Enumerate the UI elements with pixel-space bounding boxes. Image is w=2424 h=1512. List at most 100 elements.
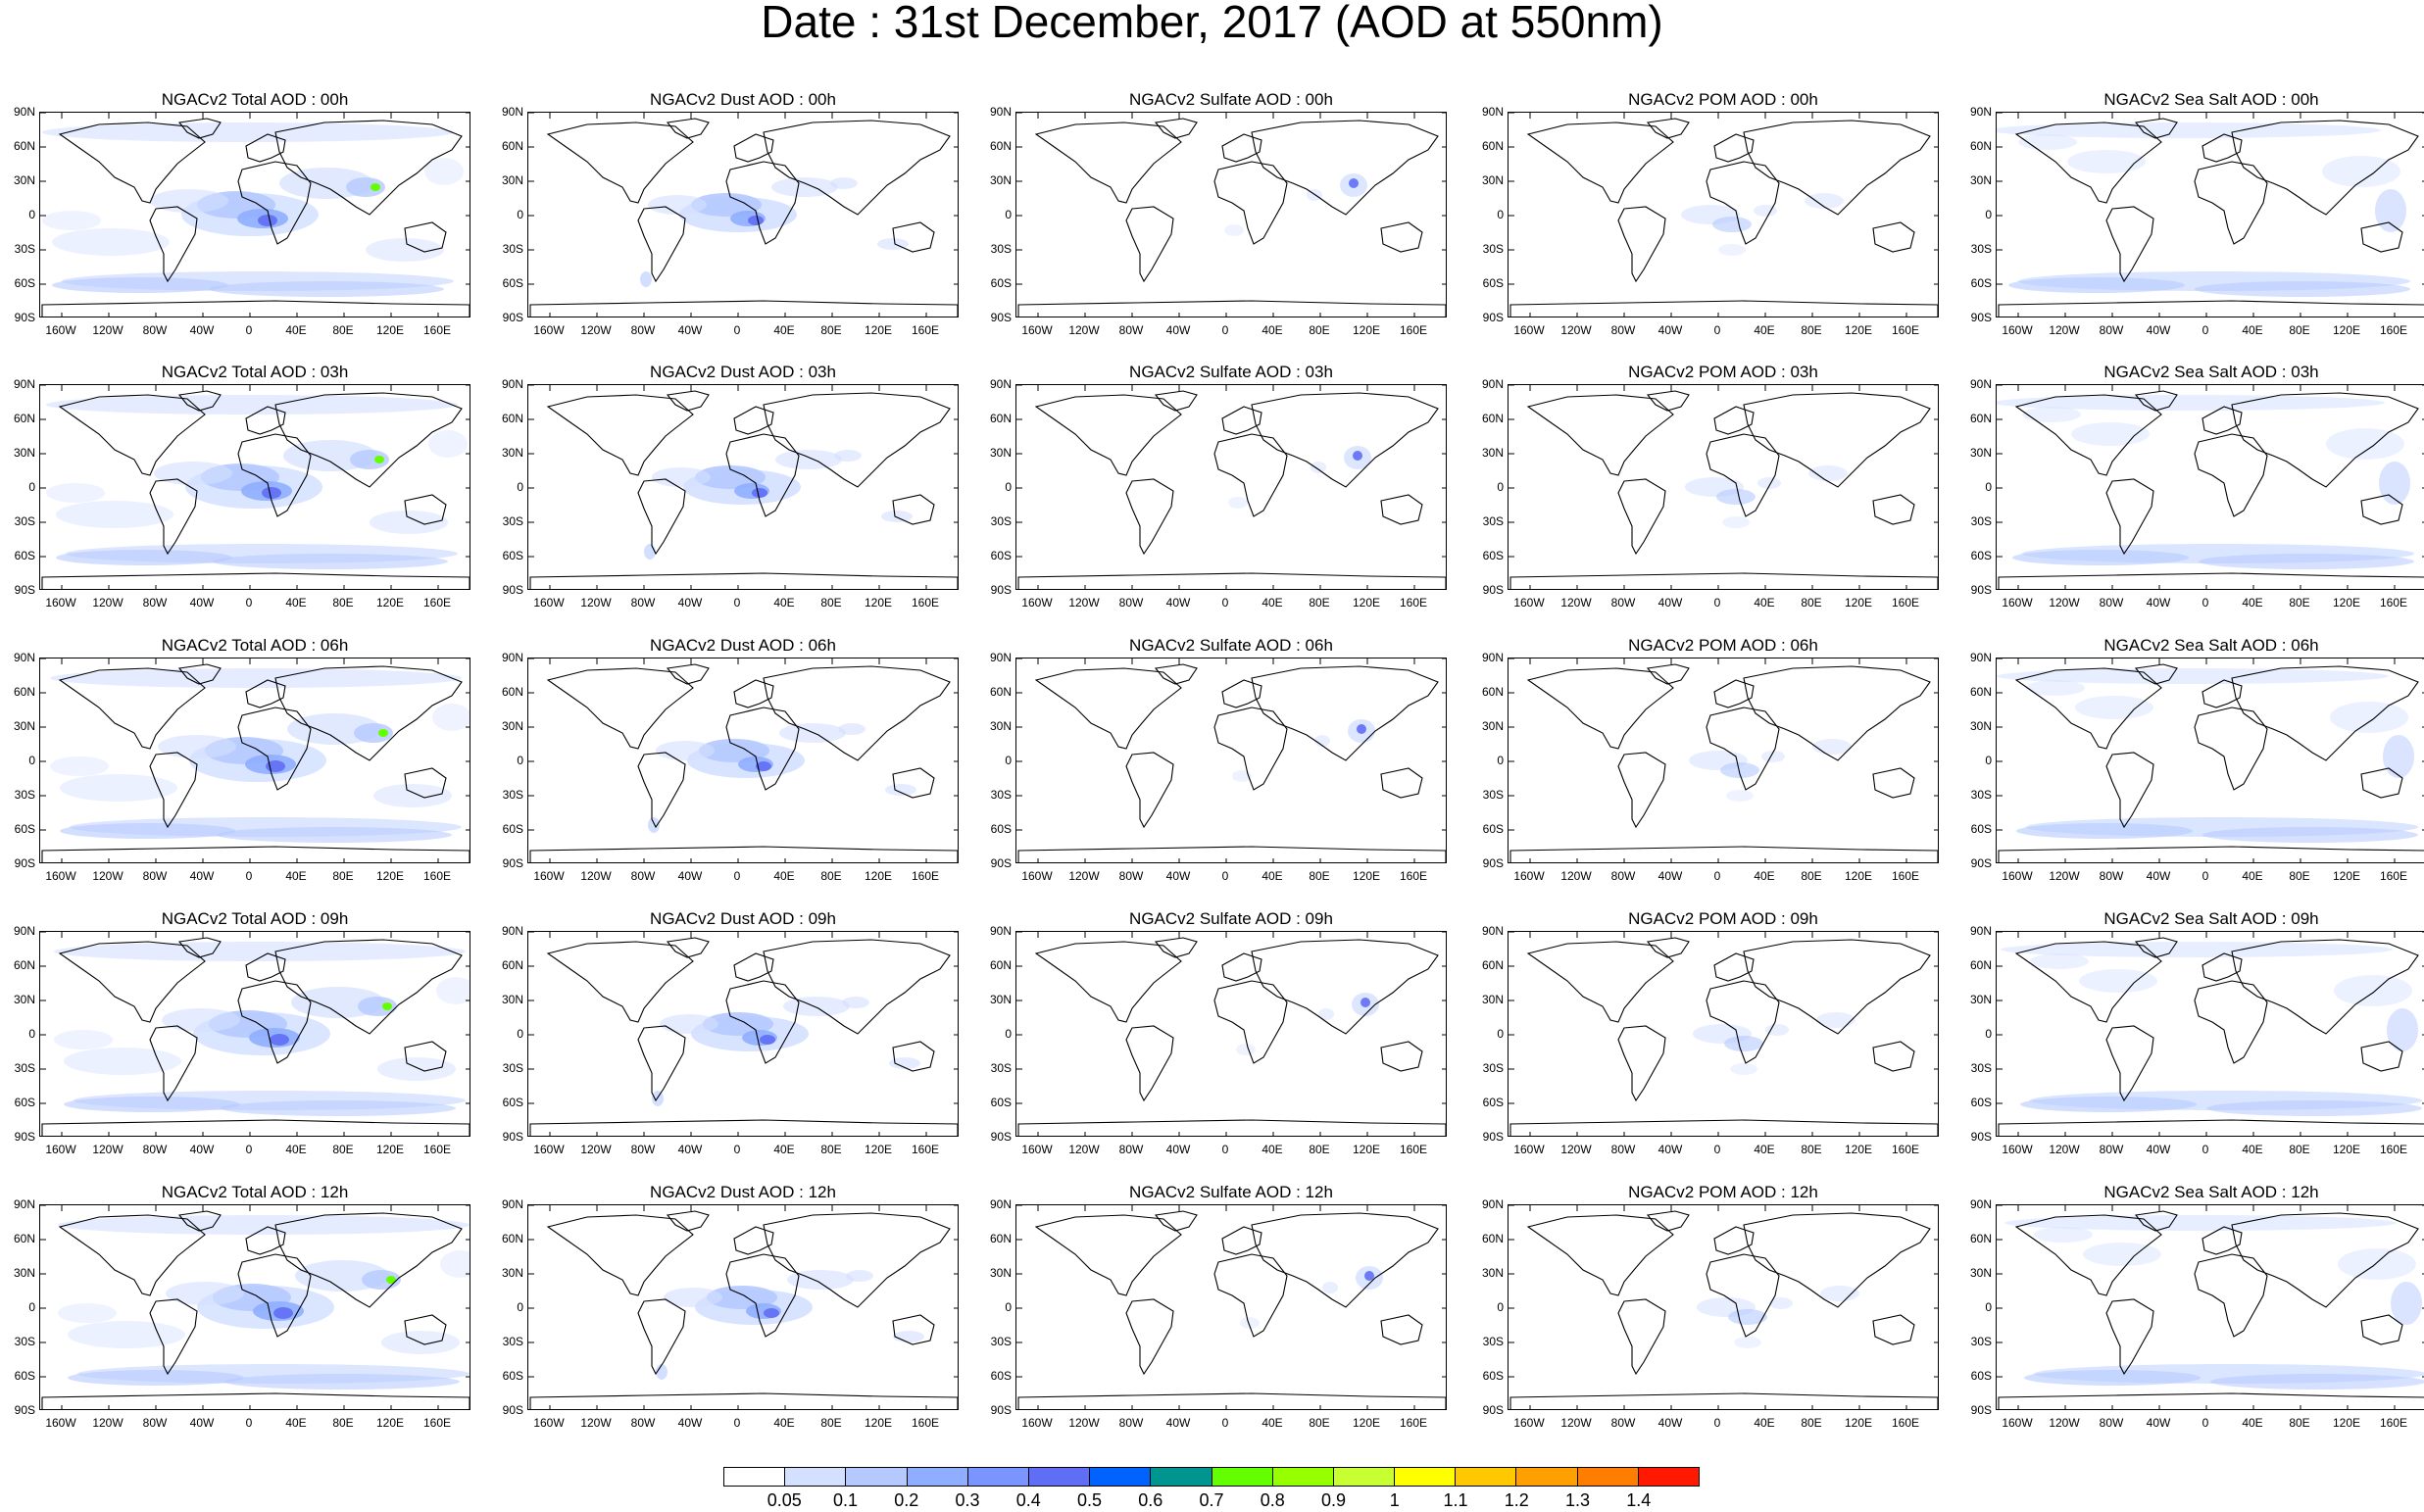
panel-title: NGACv2 Total AOD : 12h bbox=[161, 1183, 349, 1201]
longitude-label: 80W bbox=[1610, 1143, 1636, 1156]
longitude-label: 40W bbox=[189, 1416, 215, 1430]
figure-title: Date : 31st December, 2017 (AOD at 550nm… bbox=[761, 0, 1663, 47]
aod-shading bbox=[2001, 942, 2422, 1116]
latitude-label: 0 bbox=[1497, 208, 1504, 221]
colorbar-tick-label: 0.2 bbox=[894, 1490, 919, 1510]
aod-shade-region bbox=[664, 1288, 722, 1307]
longitude-label: 160E bbox=[911, 1416, 940, 1430]
latitude-label: 90S bbox=[502, 1130, 523, 1144]
longitude-label: 40E bbox=[2242, 1143, 2263, 1156]
aod-shade-region bbox=[270, 1034, 289, 1046]
coastlines bbox=[529, 390, 958, 589]
latitude-label: 30N bbox=[1969, 446, 1992, 460]
coastline bbox=[274, 665, 463, 761]
latitude-label: 60S bbox=[990, 822, 1012, 836]
coastline bbox=[1509, 300, 1938, 317]
latitude-label: 30N bbox=[989, 446, 1012, 460]
coastline bbox=[1251, 665, 1439, 761]
latitude-label: 30S bbox=[1482, 788, 1504, 802]
aod-shading bbox=[58, 1215, 470, 1390]
coastline bbox=[546, 394, 694, 476]
longitude-label: 80E bbox=[332, 869, 354, 883]
aod-shade-region bbox=[166, 1282, 244, 1305]
coastline bbox=[1125, 478, 1174, 556]
coastline bbox=[1646, 937, 1690, 958]
aod-shading bbox=[1997, 395, 2414, 569]
coastline bbox=[637, 1298, 686, 1376]
colorbar-tick-label: 0.05 bbox=[767, 1490, 802, 1510]
longitude-label: 40W bbox=[2146, 323, 2171, 337]
aod-shade-region bbox=[2022, 407, 2081, 422]
latitude-label: 30N bbox=[13, 173, 35, 187]
panel-title: NGACv2 Sea Salt AOD : 06h bbox=[2103, 636, 2319, 655]
aod-shade-region bbox=[1808, 465, 1848, 481]
latitude-label: 30S bbox=[14, 1061, 35, 1075]
coastline bbox=[1526, 122, 1674, 204]
coastline bbox=[1034, 122, 1182, 204]
longitude-label: 80W bbox=[142, 596, 168, 610]
latitude-label: 90S bbox=[990, 583, 1012, 597]
coastline bbox=[1251, 1212, 1439, 1308]
coastline bbox=[1706, 980, 1780, 1064]
aod-shade-region bbox=[432, 704, 470, 731]
latitude-label: 60S bbox=[14, 276, 35, 290]
coastline bbox=[1154, 663, 1198, 685]
world-map bbox=[1508, 1204, 1939, 1410]
coastline bbox=[177, 390, 222, 412]
world-map bbox=[527, 658, 959, 863]
longitude-label: 120E bbox=[1844, 1416, 1873, 1430]
coastline bbox=[2194, 161, 2268, 245]
latitude-label: 0 bbox=[28, 1300, 35, 1314]
coastline bbox=[1221, 679, 1262, 708]
coastline bbox=[1221, 406, 1262, 435]
coastline bbox=[2231, 1212, 2419, 1308]
aod-shade-region bbox=[1224, 224, 1244, 236]
coastline bbox=[892, 767, 935, 799]
coastline bbox=[1646, 1210, 1690, 1232]
coastline bbox=[177, 663, 222, 685]
aod-shade-region bbox=[783, 997, 850, 1016]
coastline bbox=[2105, 478, 2154, 556]
longitude-label: 80E bbox=[1801, 323, 1822, 337]
coastline bbox=[237, 707, 312, 791]
coastlines bbox=[1509, 390, 1938, 589]
coastline bbox=[637, 752, 686, 829]
aod-shade-region bbox=[1730, 1063, 1757, 1075]
longitude-label: 0 bbox=[245, 1143, 253, 1156]
longitude-label: 80E bbox=[2289, 1143, 2310, 1156]
longitude-label: 40W bbox=[189, 323, 215, 337]
axis-ticks bbox=[1997, 932, 2424, 1136]
aod-shade-region bbox=[756, 761, 771, 771]
world-map bbox=[1015, 1204, 1447, 1410]
world-map bbox=[1508, 384, 1939, 590]
longitude-label: 120E bbox=[2332, 596, 2361, 610]
coastline bbox=[237, 161, 312, 245]
aod-field-map bbox=[1509, 932, 1938, 1136]
coastlines bbox=[1017, 1210, 1446, 1409]
coastline bbox=[2194, 707, 2268, 791]
latitude-label: 30S bbox=[1970, 514, 1992, 528]
longitude-label: 120E bbox=[1844, 1143, 1873, 1156]
longitude-label: 120E bbox=[864, 323, 893, 337]
longitude-label: 40E bbox=[1754, 869, 1775, 883]
longitude-label: 40W bbox=[677, 869, 703, 883]
aod-field-map bbox=[1016, 385, 1446, 589]
latitude-label: 30S bbox=[990, 242, 1012, 256]
coastline bbox=[2231, 392, 2419, 488]
aod-shade-region bbox=[691, 193, 762, 217]
aod-shade-region bbox=[358, 997, 397, 1016]
coastline bbox=[733, 406, 774, 435]
coastline bbox=[1646, 118, 1690, 139]
aod-shade-region bbox=[1728, 1309, 1767, 1325]
coastline bbox=[1380, 221, 1423, 253]
coastline bbox=[2201, 952, 2243, 982]
aod-shade-region bbox=[68, 1321, 185, 1348]
longitude-label: 80E bbox=[332, 323, 354, 337]
latitude-label: 0 bbox=[1985, 1027, 1992, 1041]
coastline bbox=[245, 406, 286, 435]
longitude-label: 40W bbox=[677, 1143, 703, 1156]
aod-shade-region bbox=[748, 216, 764, 225]
map-panel-total-aod: NGACv2 Total AOD : 06h 90N 60N 30N 0 30S 60S 90… bbox=[10, 636, 470, 891]
longitude-label: 80W bbox=[1118, 596, 1144, 610]
aod-shade-region bbox=[893, 1331, 924, 1342]
